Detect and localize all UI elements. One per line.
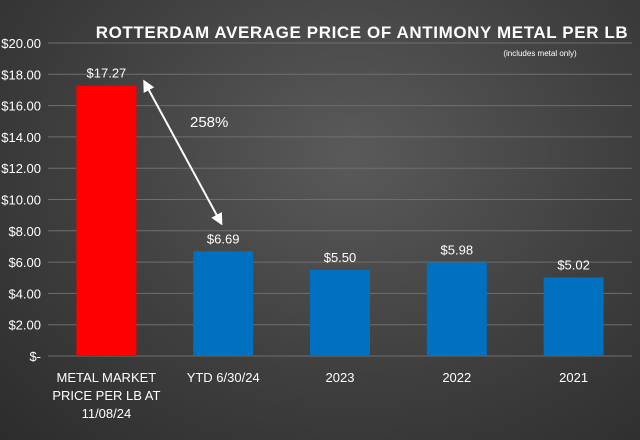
y-tick-label: $16.00 [1, 99, 41, 114]
y-tick-label: $- [29, 349, 41, 364]
x-tick-label: YTD 6/30/24 [187, 370, 260, 385]
y-tick-label: $10.00 [1, 193, 41, 208]
x-axis-ticks: METAL MARKET PRICE PER LB AT 11/08/24 YTD 6… [52, 370, 588, 421]
y-tick-label: $20.00 [1, 36, 41, 51]
chart-subtitle: (includes metal only) [503, 49, 577, 58]
annotation: 258% [143, 79, 228, 226]
x-tick-label: 2022 [442, 370, 471, 385]
y-tick-label: $6.00 [8, 255, 41, 270]
annotation-label: 258% [190, 114, 228, 131]
bar [193, 251, 254, 356]
y-tick-label: $8.00 [8, 224, 41, 239]
y-tick-label: $18.00 [1, 67, 41, 82]
y-tick-label: $2.00 [8, 318, 41, 333]
x-tick-label: METAL MARKET PRICE PER LB AT 11/08/24 [52, 370, 160, 421]
bar [426, 262, 487, 356]
bars [76, 85, 604, 357]
y-tick-label: $12.00 [1, 161, 41, 176]
x-tick-label: 2021 [559, 370, 588, 385]
x-tick-label: 2023 [326, 370, 355, 385]
data-label: $5.98 [441, 242, 474, 257]
data-label: $5.50 [324, 250, 357, 265]
annotation-arrow [143, 79, 223, 226]
y-tick-label: $4.00 [8, 286, 41, 301]
y-tick-label: $14.00 [1, 130, 41, 145]
chart-title: ROTTERDAM AVERAGE PRICE OF ANTIMONY META… [96, 23, 629, 42]
data-label: $6.69 [207, 231, 240, 246]
bar [310, 269, 370, 356]
bar [76, 85, 137, 357]
bar [543, 277, 604, 356]
data-label: $17.27 [87, 66, 127, 81]
data-labels: $17.27 $6.69 $5.50 $5.98 $5.02 [87, 66, 590, 273]
data-label: $5.02 [557, 257, 590, 272]
y-axis-ticks: $- $2.00 $4.00 $6.00 $8.00 $10.00 $12.00 $14.00… [1, 36, 41, 364]
